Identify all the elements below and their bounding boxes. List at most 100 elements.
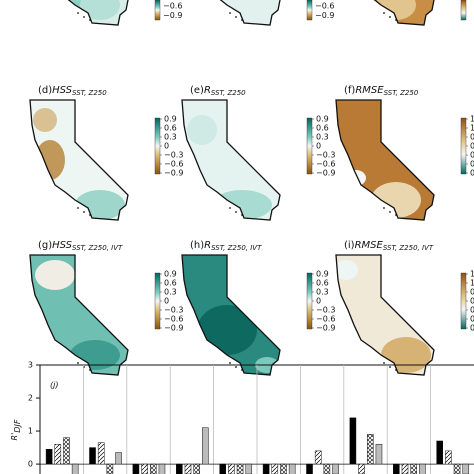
- map-region: [336, 260, 358, 280]
- bar: [193, 463, 200, 474]
- island: [229, 207, 231, 209]
- panel-tag: (i): [344, 240, 355, 251]
- colorbar-tick: 0.9: [164, 270, 177, 279]
- bar: [158, 463, 166, 474]
- island: [77, 207, 79, 209]
- colorbar-tick: 0.2: [470, 315, 474, 324]
- colorbar-tick: −0.6: [316, 315, 335, 324]
- colorbar-tick: 1.2: [470, 270, 474, 279]
- colorbar-tick: 0.8: [470, 133, 474, 142]
- panel-tag: (h): [190, 240, 204, 251]
- island: [241, 369, 243, 371]
- bar: [54, 444, 62, 465]
- bar: [89, 447, 96, 465]
- y-tick-label: 2: [28, 394, 33, 403]
- map: [182, 100, 280, 220]
- colorbar: [460, 0, 467, 21]
- colorbar-tick: −0.3: [316, 306, 335, 315]
- bar: [401, 463, 409, 474]
- colorbar: [460, 272, 467, 330]
- panel-sub: SST, Z250, IVT: [383, 244, 434, 252]
- map-fill: [336, 100, 434, 220]
- colorbar-tick: −0.9: [164, 169, 183, 178]
- y-axis-label: R'DJF: [10, 419, 22, 440]
- plot-frame: [39, 364, 474, 474]
- colorbar-tick: −0.3: [164, 151, 183, 160]
- colorbar-tick: 0.6: [164, 124, 177, 133]
- island: [89, 214, 91, 216]
- panel-title: (d)HSSSST, Z250: [38, 85, 107, 97]
- bar: [63, 437, 70, 465]
- bar: [219, 463, 227, 474]
- colorbar-tick: 1.2: [470, 115, 474, 124]
- panel-title: (e)RSST, Z250: [190, 85, 246, 97]
- bar: [202, 427, 209, 465]
- colorbar-tick: 0.6: [316, 279, 329, 288]
- panel-tag: (d): [38, 85, 52, 96]
- colorbar-tick: 0.6: [164, 279, 177, 288]
- y-label-sub: DJF: [13, 419, 22, 433]
- panel-sub: SST, Z250: [72, 89, 107, 97]
- island: [89, 369, 91, 371]
- map-panel: [181, 99, 281, 221]
- colorbar-tick: 0: [164, 142, 169, 151]
- colorbar-tick: 0.2: [470, 160, 474, 169]
- island: [77, 12, 79, 14]
- bar: [323, 463, 331, 474]
- colorbar-tick: −0.3: [164, 306, 183, 315]
- panel-sub: SST, Z250, IVT: [211, 244, 262, 252]
- bar: [115, 452, 122, 465]
- y-tick-label: 0: [28, 460, 33, 469]
- colorbar: [306, 0, 313, 21]
- bar: [228, 463, 235, 474]
- colorbar-tick: 0: [316, 142, 321, 151]
- map-panel: [29, 99, 129, 221]
- panel-tag: (f): [344, 85, 355, 96]
- panel-metric: HSS: [52, 85, 73, 96]
- y-tick-label: 3: [28, 361, 33, 370]
- colorbar: [306, 117, 313, 175]
- colorbar: [306, 272, 313, 330]
- bar: [332, 463, 339, 474]
- colorbar-tick: −0.6: [163, 2, 182, 11]
- bar: [176, 463, 183, 474]
- colorbar-tick: −0.9: [164, 324, 183, 333]
- island: [241, 19, 243, 21]
- map: [182, 255, 280, 375]
- bar: [445, 450, 452, 465]
- bar: [271, 463, 279, 474]
- bar: [149, 463, 157, 474]
- map: [336, 100, 434, 220]
- map-region: [381, 337, 431, 373]
- island: [395, 19, 397, 21]
- map-panel: [335, 254, 435, 376]
- colorbar-tick: 0.6: [470, 297, 474, 306]
- map-panel: [181, 0, 281, 26]
- island: [77, 362, 79, 364]
- bar: [245, 463, 253, 474]
- panel-sub: SST, Z250: [211, 89, 246, 97]
- map-region: [187, 115, 217, 145]
- colorbar-tick: −0.6: [315, 2, 334, 11]
- colorbar-tick: 0: [164, 297, 169, 306]
- bar: [462, 463, 470, 474]
- bar: [419, 463, 426, 474]
- map-region: [197, 305, 257, 355]
- bar: [436, 440, 444, 465]
- bar: [184, 463, 192, 474]
- map: [30, 100, 128, 220]
- island: [395, 369, 397, 371]
- island: [235, 366, 237, 368]
- map-panel: [29, 254, 129, 376]
- colorbar-tick: 0.4: [470, 151, 474, 160]
- bar: [453, 463, 461, 474]
- colorbar-tick: 0: [316, 297, 321, 306]
- island: [383, 12, 385, 14]
- island: [235, 211, 237, 213]
- colorbar-tick: 0: [470, 324, 474, 333]
- colorbar-tick: −0.6: [316, 160, 335, 169]
- bar: [236, 463, 244, 474]
- colorbar-tick: 0.3: [316, 133, 329, 142]
- bar: [393, 463, 400, 474]
